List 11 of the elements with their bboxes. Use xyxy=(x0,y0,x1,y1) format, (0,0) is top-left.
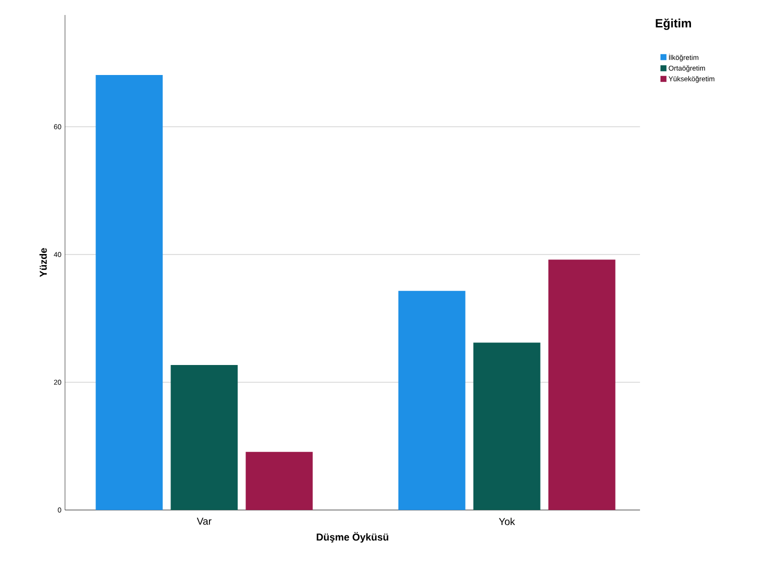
x-axis-title: Düşme Öyküsü xyxy=(316,532,388,543)
bar xyxy=(398,290,466,510)
x-tick-label: Var xyxy=(196,518,212,525)
bar xyxy=(548,260,616,510)
x-tick-label: Yok xyxy=(498,518,516,526)
bar xyxy=(473,342,540,510)
legend-title: Eğitim xyxy=(656,18,691,30)
bar xyxy=(170,365,238,510)
bar xyxy=(246,452,313,510)
bar xyxy=(96,75,163,510)
y-axis-title: Yüzde xyxy=(39,248,47,278)
